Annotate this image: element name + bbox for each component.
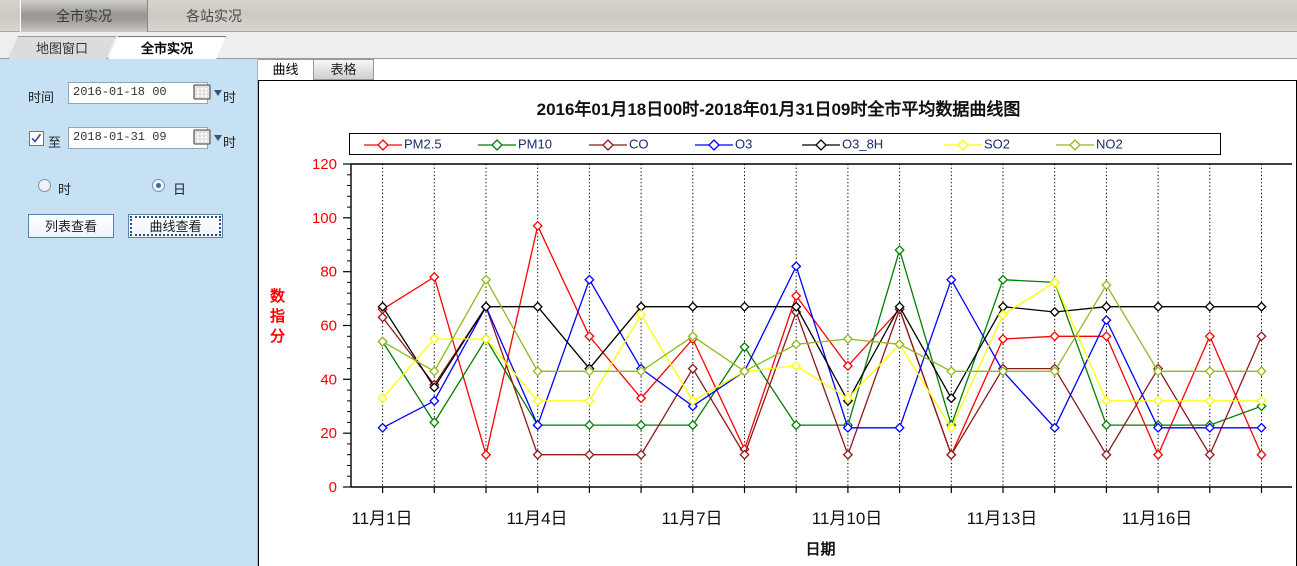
svg-text:20: 20 — [320, 425, 337, 442]
svg-text:60: 60 — [320, 318, 337, 335]
svg-text:40: 40 — [320, 371, 337, 388]
svg-text:0: 0 — [329, 479, 337, 496]
svg-text:80: 80 — [320, 264, 337, 281]
svg-text:120: 120 — [312, 156, 337, 173]
svg-text:100: 100 — [312, 210, 337, 227]
